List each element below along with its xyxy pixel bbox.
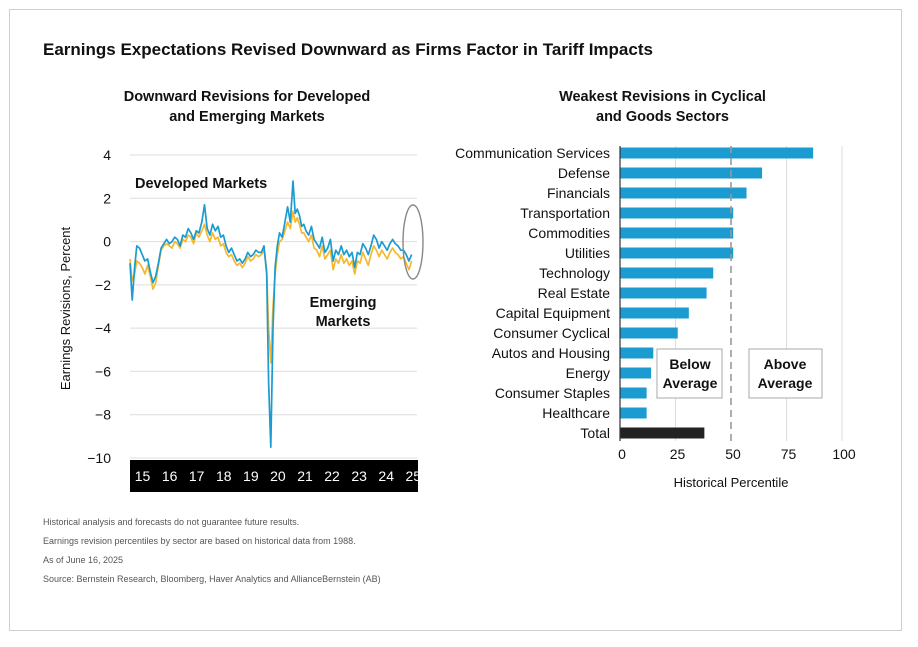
footnote-percentile-basis: Earnings revision percentiles by sector …	[43, 536, 356, 546]
left-chart-title-line2: and Emerging Markets	[169, 109, 325, 125]
x-tick-label: 21	[297, 468, 313, 484]
y-tick-label: 2	[103, 190, 111, 206]
x-axis-band	[130, 460, 418, 492]
right-chart-title: Weakest Revisions in Cyclical and Goods …	[505, 87, 820, 127]
y-tick-label: −2	[95, 277, 111, 293]
left-chart-title: Downward Revisions for Developed and Eme…	[92, 87, 402, 127]
footnote-date: As of June 16, 2025	[43, 555, 124, 565]
footnote-source: Source: Bernstein Research, Bloomberg, H…	[43, 574, 381, 584]
developed-markets-label: Developed Markets	[135, 176, 267, 192]
y-tick-label: −6	[95, 363, 111, 379]
left-chart-title-line1: Downward Revisions for Developed	[123, 89, 371, 105]
x-tick-label: 19	[243, 468, 259, 484]
right-chart-title-line2: and Goods Sectors	[596, 109, 729, 125]
x-tick-label: 17	[189, 468, 205, 484]
y-tick-label: 0	[103, 234, 111, 250]
footnotes: Historical analysis and forecasts do not…	[43, 513, 381, 589]
developed-markets-line	[129, 180, 413, 449]
y-tick-label: −4	[95, 320, 111, 336]
x-tick-label: 24	[378, 468, 394, 484]
x-tick-label: 22	[324, 468, 340, 484]
main-title: Earnings Expectations Revised Downward a…	[43, 40, 653, 59]
recent-period-highlight-ellipse	[402, 204, 424, 280]
footnote-disclaimer: Historical analysis and forecasts do not…	[43, 517, 300, 527]
emerging-markets-label-line2: Markets	[316, 314, 371, 330]
emerging-markets-label-line1: Emerging	[310, 295, 377, 311]
x-tick-label: 20	[270, 468, 286, 484]
x-tick-label: 15	[135, 468, 151, 484]
figure-frame	[9, 9, 902, 631]
x-tick-label: 23	[351, 468, 367, 484]
y-tick-label: 4	[103, 147, 111, 163]
emerging-markets-line	[129, 210, 413, 364]
right-chart-title-line1: Weakest Revisions in Cyclical	[559, 89, 766, 105]
x-tick-label: 16	[162, 468, 178, 484]
x-tick-label: 25	[406, 468, 422, 484]
x-tick-label: 18	[216, 468, 232, 484]
y-tick-label: −10	[87, 450, 111, 466]
y-tick-label: −8	[95, 407, 111, 423]
y-axis-label: Earnings Revisions, Percent	[58, 226, 73, 390]
